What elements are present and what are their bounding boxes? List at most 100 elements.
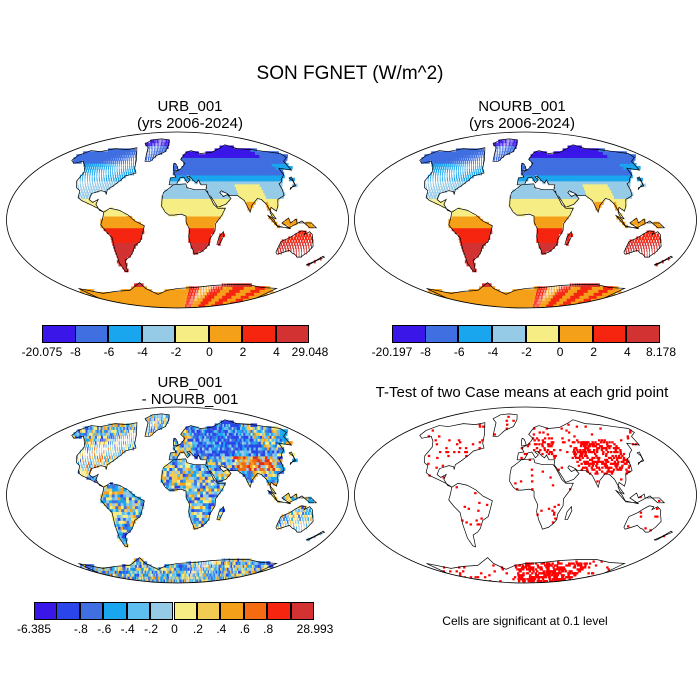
- grid-cell: [204, 195, 208, 199]
- grid-cell: [191, 221, 195, 226]
- grid-cell: [466, 163, 468, 167]
- grid-cell: [549, 168, 553, 173]
- grid-cell: [425, 186, 428, 191]
- grid-cell: [188, 210, 193, 214]
- grid-cell: [208, 210, 212, 214]
- grid-cell: [481, 154, 483, 158]
- grid-cell: [199, 295, 201, 299]
- grid-cell: [195, 292, 197, 296]
- grid-cell: [598, 286, 602, 290]
- grid-cell: [121, 168, 122, 173]
- grid-cell: [244, 183, 250, 188]
- grid-cell: [119, 174, 121, 179]
- grid-cell: [559, 292, 561, 296]
- grid-cell: [193, 248, 196, 252]
- grid-cell: [138, 233, 142, 238]
- grid-cell: [276, 195, 282, 199]
- grid-cell: [232, 283, 234, 287]
- grid-cell: [550, 236, 554, 240]
- grid-cell: [519, 210, 524, 214]
- grid-cell: [208, 177, 213, 182]
- coastline-nz: [653, 255, 674, 266]
- grid-cell: [195, 174, 200, 179]
- grid-cell: [479, 221, 484, 226]
- grid-cell: [177, 192, 181, 196]
- grid-cell: [494, 157, 496, 161]
- grid-cell: [526, 289, 529, 293]
- grid-cell: [440, 168, 442, 173]
- grid-cell: [454, 227, 459, 232]
- grid-cell: [545, 227, 549, 232]
- grid-cell: [212, 166, 217, 170]
- grid-cell: [535, 300, 536, 305]
- grid-cell: [72, 160, 77, 164]
- grid-cell: [239, 289, 243, 293]
- grid-cell: [475, 248, 480, 252]
- grid-cell: [498, 139, 500, 144]
- grid-cell: [155, 142, 157, 147]
- grid-cell: [185, 215, 190, 220]
- grid-cell: [480, 233, 485, 238]
- grid-cell: [135, 154, 137, 158]
- grid-cell: [598, 198, 604, 202]
- grid-cell: [131, 245, 136, 249]
- grid-cell: [81, 189, 83, 194]
- grid-cell: [162, 292, 166, 296]
- grid-cell: [542, 298, 544, 302]
- grid-cell: [558, 177, 563, 182]
- grid-cell: [545, 218, 549, 223]
- grid-cell: [120, 221, 124, 226]
- grid-cell: [119, 157, 122, 161]
- grid-cell: [588, 286, 592, 290]
- grid-cell: [82, 160, 86, 164]
- grid-cell: [574, 189, 579, 194]
- grid-cell: [300, 248, 302, 252]
- grid-cell: [586, 186, 591, 191]
- grid-cell: [512, 139, 514, 144]
- grid-cell: [225, 186, 230, 191]
- grid-cell: [164, 145, 166, 150]
- grid-cell: [542, 292, 543, 296]
- grid-cell: [494, 142, 497, 147]
- grid-cell: [108, 177, 110, 182]
- grid-cell: [109, 227, 114, 232]
- grid-cell: [108, 163, 110, 167]
- grid-cell: [623, 192, 628, 196]
- grid-cell: [90, 157, 94, 161]
- grid-cell: [182, 207, 187, 211]
- grid-cell: [476, 171, 478, 176]
- grid-cell: [462, 163, 464, 167]
- grid-cell: [599, 192, 604, 196]
- grid-cell: [240, 286, 244, 290]
- grid-cell: [639, 242, 641, 246]
- grid-cell: [182, 186, 186, 191]
- grid-cell: [547, 201, 551, 205]
- grid-cell: [451, 221, 455, 226]
- grid-cell: [504, 145, 506, 150]
- grid-cell: [427, 183, 429, 188]
- grid-cell: [468, 212, 472, 217]
- grid-cell: [465, 242, 470, 246]
- grid-cell: [536, 201, 540, 205]
- grid-cell: [230, 289, 233, 293]
- grid-cell: [462, 215, 467, 220]
- grid-cell: [506, 142, 507, 147]
- grid-cell: [536, 224, 541, 229]
- grid-cell: [461, 177, 463, 182]
- grid-cell: [477, 157, 479, 161]
- grid-cell: [629, 245, 632, 249]
- grid-cell: [543, 151, 547, 155]
- grid-cell: [197, 230, 201, 235]
- grid-cell: [446, 168, 448, 173]
- grid-cell: [560, 183, 565, 188]
- grid-cell: [171, 195, 176, 199]
- grid-cell: [98, 177, 100, 182]
- grid-cell: [495, 157, 498, 161]
- grid-cell: [230, 186, 236, 191]
- grid-cell: [219, 289, 222, 293]
- grid-cell: [157, 151, 159, 155]
- grid-cell: [562, 195, 567, 199]
- grid-cell: [214, 195, 219, 199]
- grid-cell: [479, 148, 481, 152]
- grid-cell: [468, 166, 470, 170]
